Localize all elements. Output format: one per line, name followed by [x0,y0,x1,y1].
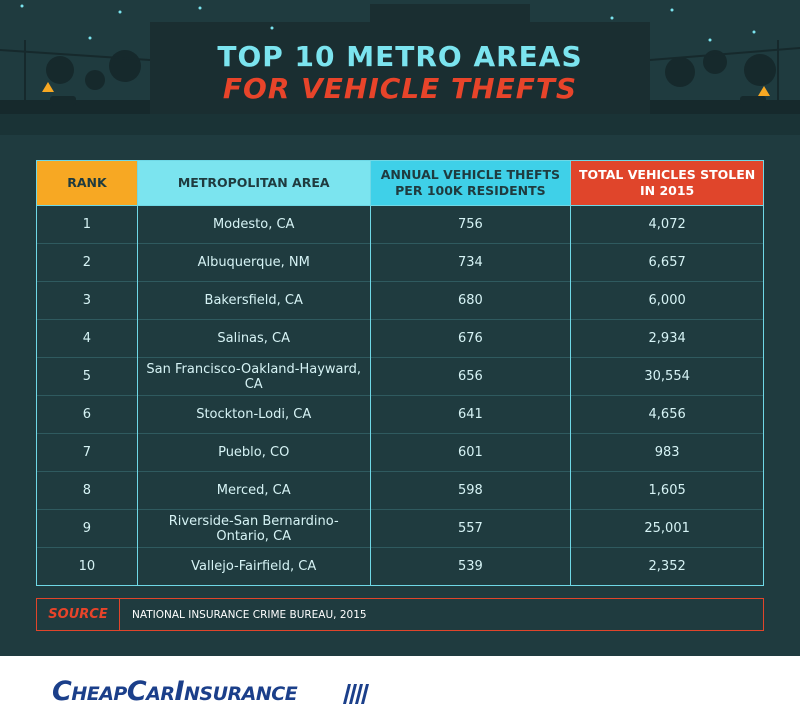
table-cell: 6,000 [570,281,764,320]
table-cell: 641 [369,395,572,434]
header-row: RANK METROPOLITAN AREA ANNUAL VEHICLE THEF… [36,160,764,206]
column-header: METROPOLITAN AREA [136,160,371,206]
table-cell: Pueblo, CO [136,433,371,472]
table-cell: 2,934 [570,319,764,358]
table-cell: 10 [36,547,138,586]
table-cell: 3 [36,281,138,320]
source-label: SOURCE [37,599,120,630]
table-cell: 557 [369,509,572,548]
column-header: RANK [36,160,138,206]
table-cell: 1 [36,205,138,244]
column-header: ANNUAL VEHICLE THEFTS PER 100K RESIDENTS [369,160,572,206]
table-row: 2 Albuquerque, NM 734 6,657 [36,243,764,282]
table-cell: Modesto, CA [136,205,371,244]
table-cell: 983 [570,433,764,472]
table-cell: 6 [36,395,138,434]
table-cell: 2,352 [570,547,764,586]
table-cell: 601 [369,433,572,472]
skyline [0,0,800,135]
source-text: NATIONAL INSURANCE CRIME BUREAU, 2015 [132,608,367,621]
table-row: 7 Pueblo, CO 601 983 [36,433,764,472]
table-cell: 4 [36,319,138,358]
source-box: SOURCE NATIONAL INSURANCE CRIME BUREAU, … [36,598,764,631]
table-row: 5 San Francisco-Oakland-Hayward, CA 656 30,… [36,357,764,396]
table-cell: 4,072 [570,205,764,244]
table-cell: 1,605 [570,471,764,510]
table-cell: 756 [369,205,572,244]
logo-stripes [343,684,369,704]
table-cell: Stockton-Lodi, CA [136,395,371,434]
table-row: 8 Merced, CA 598 1,605 [36,471,764,510]
table-cell: 25,001 [570,509,764,548]
table-cell: 5 [36,357,138,396]
table-cell: 539 [369,547,572,586]
table-cell: Salinas, CA [136,319,371,358]
table-cell: 598 [369,471,572,510]
table-row: 6 Stockton-Lodi, CA 641 4,656 [36,395,764,434]
table-cell: Albuquerque, NM [136,243,371,282]
table-cell: 734 [369,243,572,282]
table-cell: 30,554 [570,357,764,396]
table-row: 3 Bakersfield, CA 680 6,000 [36,281,764,320]
title-line: FOR VEHICLE THEFTS [222,72,578,105]
table-cell: 9 [36,509,138,548]
table-cell: Bakersfield, CA [136,281,371,320]
table-cell: 8 [36,471,138,510]
table-cell: 676 [369,319,572,358]
brand-logo: CheapCarInsurance [52,676,298,707]
footer: CheapCarInsurance [0,656,800,727]
table-cell: 656 [369,357,572,396]
table-cell: Vallejo-Fairfield, CA [136,547,371,586]
column-header: TOTAL VEHICLES STOLEN IN 2015 [570,160,764,206]
table-cell: 680 [369,281,572,320]
title-line: TOP 10 METRO AREAS [217,40,583,73]
table-row: 9 Riverside-San Bernardino-Ontario, CA 557… [36,509,764,548]
table-cell: San Francisco-Oakland-Hayward, CA [136,357,371,396]
table-row: 4 Salinas, CA 676 2,934 [36,319,764,358]
theft-table: RANK METROPOLITAN AREA ANNUAL VEHICLE THEF… [36,160,764,586]
table-row: 1 Modesto, CA 756 4,072 [36,205,764,244]
table-cell: Riverside-San Bernardino-Ontario, CA [136,509,371,548]
table-cell: Merced, CA [136,471,371,510]
table-row: 10 Vallejo-Fairfield, CA 539 2,352 [36,547,764,586]
table-cell: 4,656 [570,395,764,434]
table-cell: 7 [36,433,138,472]
table-cell: 6,657 [570,243,764,282]
table-cell: 2 [36,243,138,282]
